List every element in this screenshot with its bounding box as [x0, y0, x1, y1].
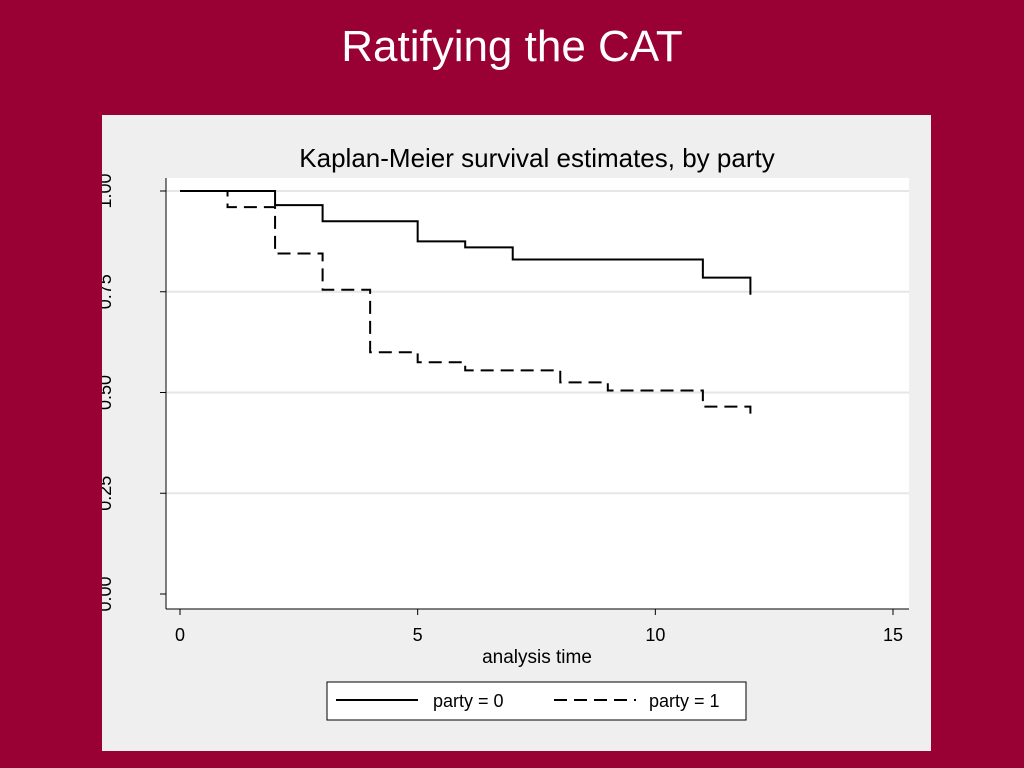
y-tick-label: 0.25: [102, 476, 115, 511]
y-tick-label: 1.00: [102, 173, 115, 208]
x-axis-label: analysis time: [482, 647, 592, 668]
legend-label-0: party = 0: [433, 691, 504, 711]
km-chart: Kaplan-Meier survival estimates, by part…: [102, 143, 909, 721]
y-tick-label: 0.50: [102, 375, 115, 410]
grid-lines: [166, 190, 909, 495]
axes: [165, 178, 909, 610]
x-tick-label: 0: [175, 625, 185, 645]
slide-title: Ratifying the CAT: [341, 22, 683, 71]
x-tick-label: 15: [883, 625, 903, 645]
y-tick-label: 0.75: [102, 274, 115, 309]
series-line-1: [180, 190, 752, 414]
x-tick-label: 10: [645, 625, 665, 645]
series-line-0: [180, 190, 752, 295]
y-tick-label: 0.00: [102, 576, 115, 611]
chart-title: Kaplan-Meier survival estimates, by part…: [299, 143, 774, 173]
chart-panel: Kaplan-Meier survival estimates, by part…: [102, 115, 931, 751]
series: [180, 190, 752, 414]
x-tick-label: 5: [413, 625, 423, 645]
legend-label-1: party = 1: [649, 691, 720, 711]
legend: party = 0 party = 1: [326, 681, 747, 721]
ticks: 0.00 0.25 0.50 0.75 1.00 0 5 10 15: [102, 173, 903, 645]
